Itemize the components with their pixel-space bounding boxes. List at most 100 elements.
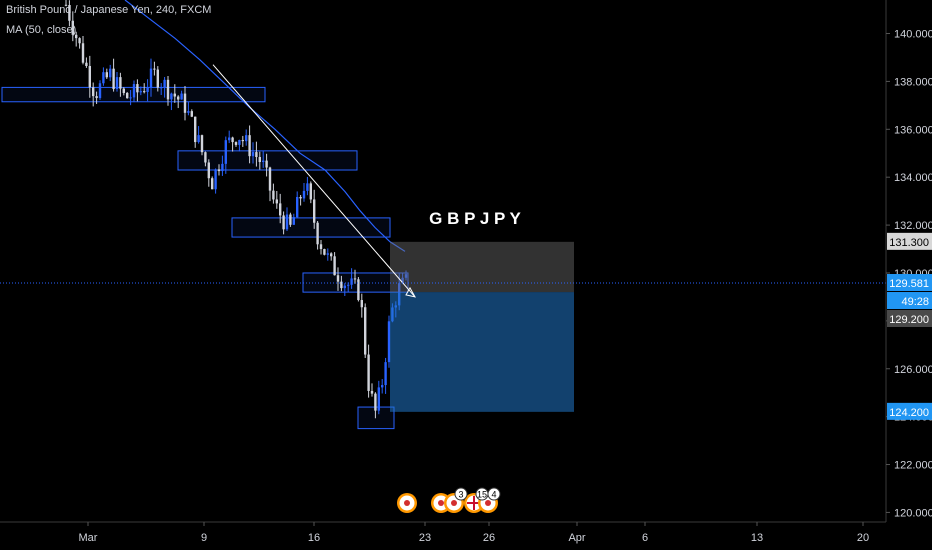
candle-body bbox=[231, 137, 234, 143]
flag-dot bbox=[404, 500, 410, 506]
candle-body bbox=[109, 68, 112, 78]
time-tick-label: 9 bbox=[201, 532, 207, 544]
candle-body bbox=[85, 62, 88, 66]
candle-body bbox=[353, 278, 357, 280]
candle-body bbox=[187, 111, 190, 113]
candle-body bbox=[377, 387, 380, 411]
time-tick-label: 16 bbox=[308, 532, 320, 544]
candle-body bbox=[68, 4, 71, 21]
price-labels: 131.300 129.581 49:28 129.200 124.200 bbox=[887, 232, 932, 420]
symbol-label: G B P J P Y bbox=[429, 209, 521, 228]
supply-zone-box[interactable] bbox=[231, 217, 391, 238]
short-position-tool[interactable] bbox=[390, 241, 574, 412]
candle-body bbox=[299, 196, 302, 199]
candle-body bbox=[370, 390, 374, 394]
candle-body bbox=[173, 93, 176, 97]
indicator-label[interactable]: MA (50, close) bbox=[6, 24, 77, 36]
flag-dot bbox=[438, 500, 444, 506]
candle-body bbox=[404, 274, 408, 278]
time-tick-label: 26 bbox=[483, 532, 495, 544]
time-tick-label: 23 bbox=[419, 532, 431, 544]
candle-body bbox=[313, 199, 316, 223]
time-tick-label: Mar bbox=[79, 532, 98, 544]
candle-body bbox=[384, 362, 387, 386]
candle-body bbox=[211, 178, 214, 190]
candle-body bbox=[275, 199, 278, 204]
take-profit-zone[interactable] bbox=[390, 292, 574, 412]
stop-loss-zone[interactable] bbox=[390, 241, 574, 293]
price-label: 129.200 bbox=[889, 314, 929, 326]
candle-body bbox=[92, 87, 95, 97]
candle-body bbox=[132, 84, 136, 98]
event-count-badge bbox=[487, 487, 501, 501]
candle-body bbox=[279, 203, 282, 216]
price-tick-label: 120.000 bbox=[894, 507, 932, 519]
time-tick-label: 6 bbox=[642, 532, 648, 544]
flag-dot bbox=[451, 500, 457, 506]
price-label: 49:28 bbox=[901, 296, 929, 308]
candle-body bbox=[326, 253, 329, 255]
candle-body bbox=[153, 68, 156, 70]
chart-title: British Pound / Japanese Yen, 240, FXCM bbox=[6, 4, 212, 16]
candle-body bbox=[98, 83, 102, 99]
candle-body bbox=[302, 190, 306, 199]
candle-body bbox=[115, 77, 119, 90]
candle-body bbox=[160, 87, 163, 89]
trendline[interactable] bbox=[212, 64, 416, 298]
candle-body bbox=[221, 163, 224, 172]
candle-body bbox=[95, 96, 98, 99]
candle-body bbox=[258, 157, 261, 163]
candle-body bbox=[347, 284, 350, 286]
candle-body bbox=[149, 68, 153, 88]
candle-body bbox=[217, 169, 221, 172]
candle-body bbox=[194, 116, 197, 143]
trendline-arrowhead bbox=[405, 286, 416, 298]
candle-body bbox=[343, 285, 346, 289]
moving-average-line bbox=[124, 0, 406, 252]
candle-body bbox=[360, 300, 363, 308]
candle-body bbox=[285, 214, 289, 230]
candle-body bbox=[241, 139, 244, 142]
candle-body bbox=[374, 393, 377, 411]
candle-body bbox=[177, 96, 180, 100]
price-label: 131.300 bbox=[889, 237, 929, 249]
jp-flag-icon[interactable] bbox=[397, 493, 417, 513]
candle-body bbox=[248, 135, 251, 157]
candle-body bbox=[282, 215, 285, 230]
candle-body bbox=[296, 196, 299, 218]
price-label-bg bbox=[887, 310, 932, 328]
candle-body bbox=[170, 93, 173, 100]
event-count: 3 bbox=[458, 490, 463, 500]
price-label-bg bbox=[887, 292, 932, 310]
candle-body bbox=[234, 142, 238, 145]
event-count: 4 bbox=[491, 490, 496, 500]
candle-body bbox=[340, 281, 343, 289]
candle-body bbox=[319, 244, 323, 250]
candle-body bbox=[200, 135, 204, 153]
candle-body bbox=[183, 93, 187, 113]
candle-body bbox=[224, 140, 227, 164]
candle-body bbox=[112, 68, 115, 90]
candle-body bbox=[78, 38, 81, 44]
candle-body bbox=[163, 79, 166, 88]
candle-body bbox=[367, 354, 370, 391]
candle-body bbox=[88, 65, 91, 88]
candle-body bbox=[357, 279, 360, 301]
candle-body bbox=[262, 160, 265, 163]
candle-body bbox=[401, 277, 404, 284]
candle-body bbox=[143, 91, 146, 93]
time-tick-label: 20 bbox=[857, 532, 869, 544]
candle-body bbox=[146, 87, 149, 92]
price-label: 129.581 bbox=[889, 278, 929, 290]
candle-body bbox=[306, 183, 309, 191]
time-axis[interactable]: Mar 9 16 23 26 Apr 6 13 20 bbox=[79, 522, 870, 544]
candle-body bbox=[126, 92, 129, 99]
price-label: 124.200 bbox=[889, 407, 929, 419]
candle-body bbox=[316, 222, 319, 245]
economic-events[interactable]: 3 15 4 bbox=[397, 487, 501, 513]
candle-body bbox=[268, 167, 272, 191]
event-count-badge bbox=[454, 487, 468, 501]
price-label-bg bbox=[887, 232, 932, 250]
time-tick-label: 13 bbox=[751, 532, 763, 544]
